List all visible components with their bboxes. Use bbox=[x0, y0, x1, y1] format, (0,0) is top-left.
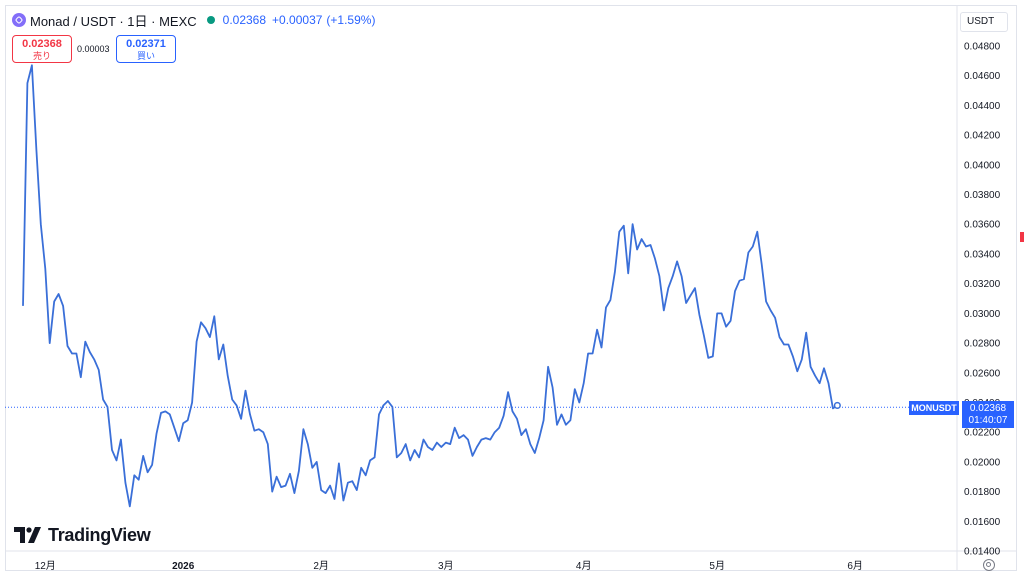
price-series-line[interactable] bbox=[22, 64, 838, 508]
y-tick-label: 0.03600 bbox=[964, 220, 1001, 231]
header-change: +0.00037 bbox=[272, 13, 323, 27]
last-price-value: 0.02368 bbox=[969, 403, 1007, 414]
last-price-dot bbox=[833, 401, 841, 409]
tradingview-logo-icon bbox=[14, 527, 41, 543]
chart-frame bbox=[5, 5, 1017, 571]
last-price-tag: 0.02368 01:40:07 bbox=[962, 401, 1014, 428]
edge-alert-marker bbox=[1020, 232, 1024, 242]
buy-price: 0.02371 bbox=[126, 38, 166, 50]
buy-button[interactable]: 0.02371 買い bbox=[116, 35, 176, 63]
y-tick-label: 0.03200 bbox=[964, 279, 1001, 290]
currency-button[interactable]: USDT bbox=[960, 12, 1008, 32]
status-dot-icon bbox=[206, 16, 215, 24]
header-price: 0.02368 bbox=[222, 13, 267, 27]
x-tick-label: 2026 bbox=[172, 561, 195, 572]
sell-label: 売り bbox=[32, 51, 51, 61]
y-tick-label: 0.04200 bbox=[964, 131, 1001, 142]
symbol-header: Monad / USDT · 1日 · MEXC 0.02368 +0.0003… bbox=[12, 11, 375, 29]
symbol-price-tag: MONUSDT bbox=[909, 401, 959, 415]
y-tick-label: 0.01800 bbox=[964, 487, 1001, 498]
time-axis[interactable]: 12月 2026 2月 3月 4月 5月 6月 bbox=[35, 560, 863, 572]
brand-name: TradingView bbox=[48, 524, 151, 545]
y-tick-label: 0.01400 bbox=[964, 547, 1001, 558]
y-tick-label: 0.04000 bbox=[964, 160, 1001, 171]
sell-price: 0.02368 bbox=[22, 38, 62, 50]
y-tick-label: 0.01600 bbox=[964, 517, 1001, 528]
price-axis[interactable]: 0.04800 0.04600 0.04400 0.04200 0.04000 0.038… bbox=[964, 42, 1001, 558]
x-tick-label: 2月 bbox=[313, 560, 329, 572]
sell-button[interactable]: 0.02368 売り bbox=[12, 35, 72, 63]
y-tick-label: 0.03000 bbox=[964, 309, 1001, 320]
y-tick-label: 0.03400 bbox=[964, 249, 1001, 260]
x-tick-label: 4月 bbox=[576, 560, 592, 572]
tradingview-brand[interactable]: TradingView bbox=[14, 524, 151, 546]
y-tick-label: 0.02600 bbox=[964, 368, 1001, 379]
x-tick-label: 5月 bbox=[709, 560, 725, 572]
y-tick-label: 0.02000 bbox=[964, 457, 1001, 468]
symbol-title[interactable]: Monad / USDT · 1日 · MEXC bbox=[30, 13, 197, 29]
header-change-pct: (+1.59%) bbox=[326, 13, 376, 27]
x-tick-label: 3月 bbox=[438, 560, 454, 572]
y-tick-label: 0.04800 bbox=[964, 42, 1001, 53]
monad-logo-icon bbox=[12, 13, 26, 27]
y-tick-label: 0.02800 bbox=[964, 339, 1001, 350]
y-tick-label: 0.03800 bbox=[964, 190, 1001, 201]
x-tick-label: 12月 bbox=[35, 560, 56, 572]
spread-value: 0.00003 bbox=[77, 44, 110, 54]
y-tick-label: 0.02200 bbox=[964, 428, 1001, 439]
buy-label: 買い bbox=[136, 51, 155, 61]
bar-countdown: 01:40:07 bbox=[968, 415, 1008, 426]
y-tick-label: 0.04400 bbox=[964, 101, 1001, 112]
y-tick-label: 0.04600 bbox=[964, 71, 1001, 82]
x-tick-label: 6月 bbox=[847, 560, 863, 572]
settings-icon[interactable] bbox=[983, 559, 995, 571]
